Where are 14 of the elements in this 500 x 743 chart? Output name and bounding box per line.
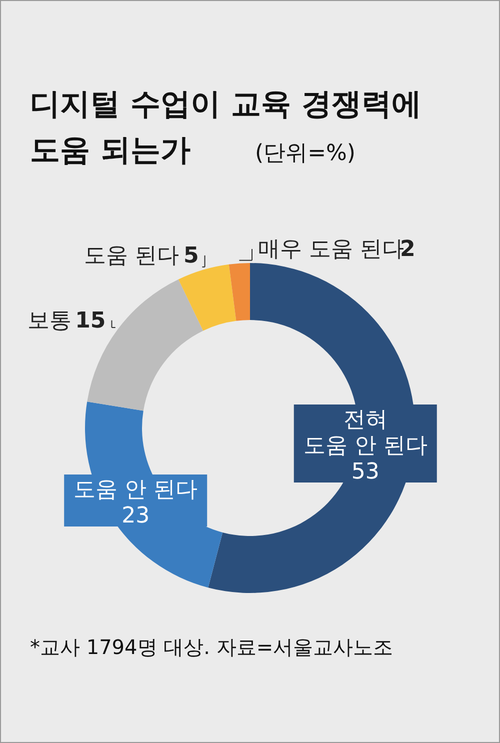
donut-slice: [178, 264, 236, 331]
donut-slice: [228, 263, 250, 321]
slice-label: 전혀 도움 안 된다: [303, 407, 428, 458]
text: *교사 1794명 대상. 자료=서울교사노조: [30, 635, 394, 659]
chart-subtitle: (단위=%): [255, 141, 356, 166]
slice-label: 보통: [28, 308, 72, 334]
data-label: 53: [351, 459, 380, 484]
data-label: 5: [183, 243, 199, 268]
slice-label: 도움 된다: [84, 243, 179, 268]
data-label: 23: [122, 503, 150, 528]
text: 디지털 수업이 교육 경쟁력에: [30, 87, 422, 122]
text: 도움 되는가: [30, 133, 190, 168]
data-label: 15: [75, 308, 106, 334]
slice-label: 도움 안 된다: [74, 477, 198, 502]
